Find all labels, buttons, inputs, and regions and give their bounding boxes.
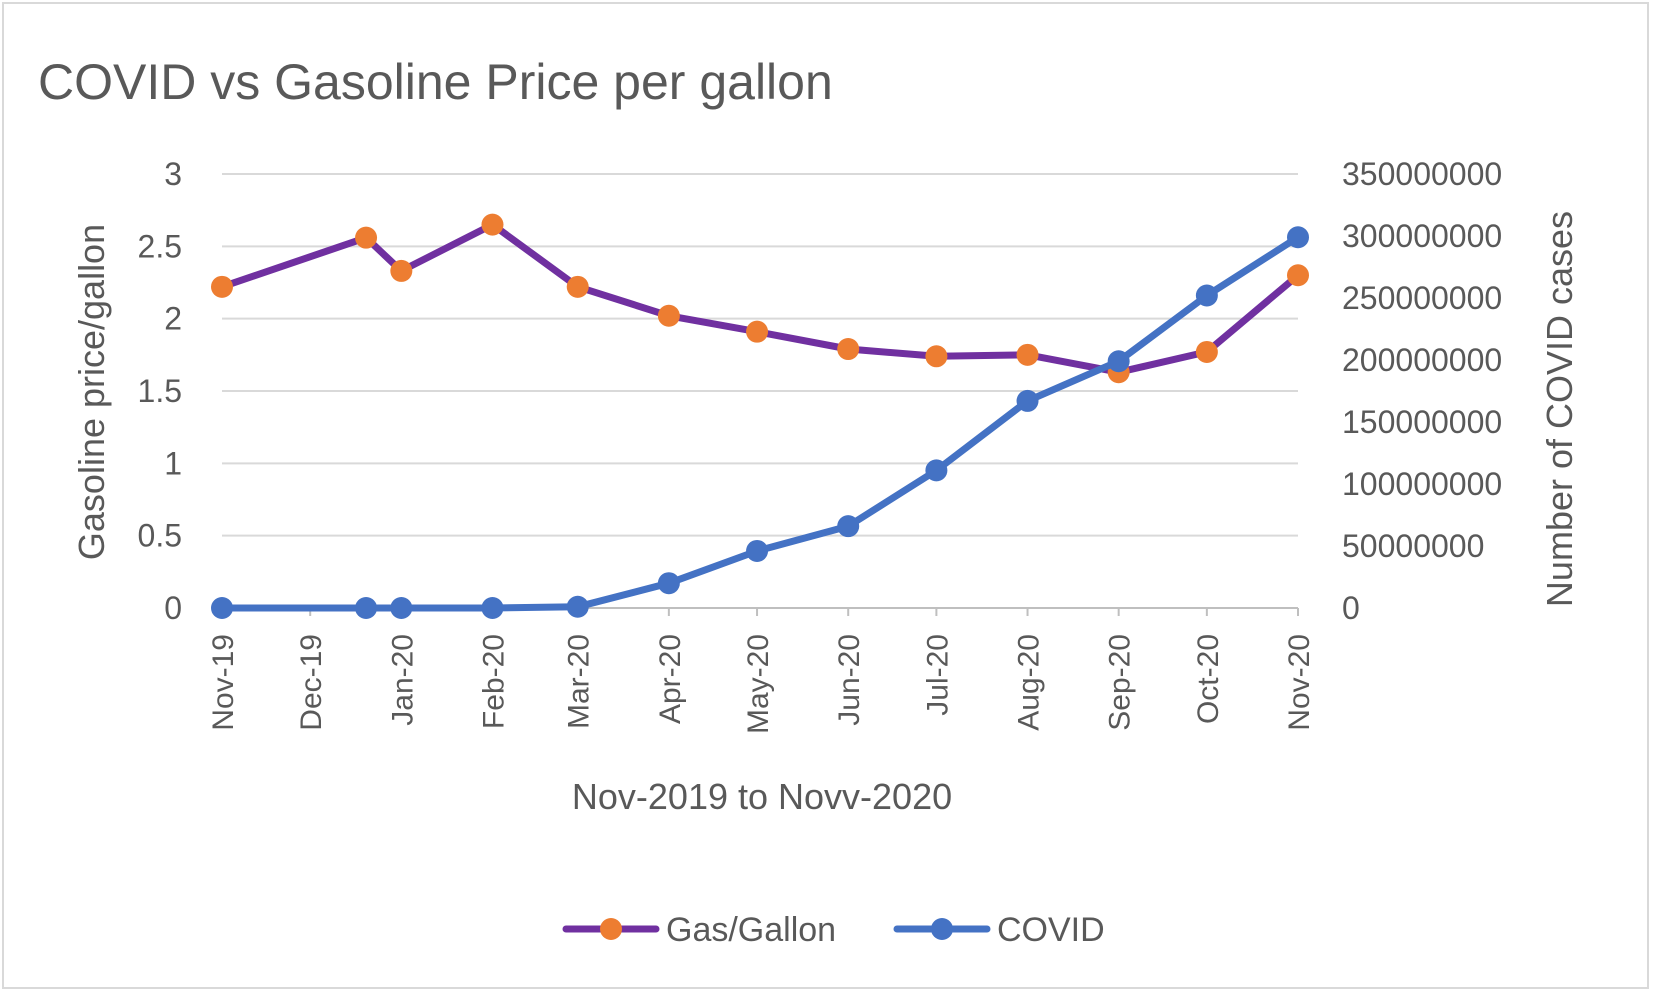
- right-tick-label: 150000000: [1342, 404, 1502, 440]
- gridlines: [222, 173, 1298, 609]
- x-tick-label: Feb-20: [477, 634, 510, 729]
- x-tick-label: Jun-20: [833, 634, 866, 726]
- data-point: [746, 539, 769, 562]
- data-point: [481, 597, 504, 619]
- x-tick-label: Jan-20: [386, 634, 419, 726]
- right-tick-label: 0: [1342, 590, 1360, 626]
- x-tick-label: Aug-20: [1013, 634, 1046, 731]
- legend-label: Gas/Gallon: [666, 911, 836, 949]
- x-axis-title: Nov-2019 to Novv-2020: [572, 776, 952, 817]
- left-tick-label: 3: [164, 156, 182, 192]
- data-point: [1107, 350, 1130, 373]
- series-gas-gallon: [211, 213, 1309, 384]
- data-point: [1016, 343, 1039, 366]
- series-layer: [211, 213, 1309, 619]
- legend-item: Gas/Gallon: [562, 911, 836, 949]
- left-tick-label: 1: [164, 445, 182, 481]
- data-point: [1016, 389, 1039, 412]
- data-point: [481, 213, 504, 236]
- data-point: [355, 226, 378, 249]
- line-chart: COVID vs Gasoline Price per gallon 0 0.5 1…: [38, 54, 1580, 949]
- right-axis-title: Number of COVID cases: [1539, 211, 1580, 607]
- data-point: [837, 515, 860, 538]
- legend-label: COVID: [997, 911, 1105, 949]
- left-tick-label: 0.5: [138, 518, 182, 554]
- x-tick-label: Mar-20: [563, 634, 596, 729]
- x-tick-label: Nov-19: [207, 634, 240, 731]
- x-tick-label: Apr-20: [654, 634, 687, 724]
- data-point: [211, 597, 233, 619]
- x-tick-label: Nov-20: [1283, 634, 1316, 731]
- x-tick-label: Dec-19: [295, 634, 328, 731]
- chart-title: COVID vs Gasoline Price per gallon: [38, 54, 833, 110]
- data-point: [566, 275, 589, 298]
- data-point: [925, 459, 948, 482]
- data-point: [657, 304, 680, 327]
- right-tick-label: 100000000: [1342, 466, 1502, 502]
- data-point: [390, 259, 413, 282]
- left-axis-ticks: 0 0.5 1 1.5 2 2.5 3: [138, 156, 182, 626]
- data-point: [1195, 340, 1218, 363]
- series-covid: [211, 226, 1309, 619]
- left-axis-title: Gasoline price/gallon: [71, 224, 112, 560]
- legend-item: COVID: [893, 911, 1105, 949]
- left-tick-label: 2.5: [138, 228, 182, 264]
- data-point: [1195, 284, 1218, 307]
- right-tick-label: 50000000: [1342, 528, 1484, 564]
- legend-swatch-marker: [931, 918, 953, 940]
- right-tick-label: 300000000: [1342, 218, 1502, 254]
- left-tick-label: 1.5: [138, 373, 182, 409]
- left-tick-label: 2: [164, 301, 182, 337]
- x-tick-label: Oct-20: [1192, 634, 1225, 724]
- data-point: [657, 572, 680, 595]
- data-point: [925, 345, 948, 368]
- data-point: [211, 275, 233, 298]
- x-axis-ticks: Nov-19 Dec-19 Jan-20 Feb-20 Mar-20 Apr-20 May-…: [207, 607, 1316, 734]
- data-point: [1287, 226, 1309, 249]
- data-point: [355, 597, 378, 619]
- x-tick-label: Jul-20: [921, 634, 954, 716]
- legend-swatch-marker: [600, 918, 622, 940]
- data-point: [566, 595, 589, 618]
- right-tick-label: 250000000: [1342, 280, 1502, 316]
- right-tick-label: 200000000: [1342, 342, 1502, 378]
- data-point: [390, 597, 413, 619]
- data-point: [1287, 264, 1309, 287]
- legend: Gas/Gallon COVID: [562, 911, 1105, 949]
- data-point: [837, 338, 860, 361]
- right-axis-ticks: 0 50000000 100000000 150000000 200000000 2500…: [1342, 156, 1502, 626]
- left-tick-label: 0: [164, 590, 182, 626]
- data-point: [746, 320, 769, 343]
- right-tick-label: 350000000: [1342, 156, 1502, 192]
- x-tick-label: Sep-20: [1104, 634, 1137, 731]
- x-tick-label: May-20: [742, 634, 775, 734]
